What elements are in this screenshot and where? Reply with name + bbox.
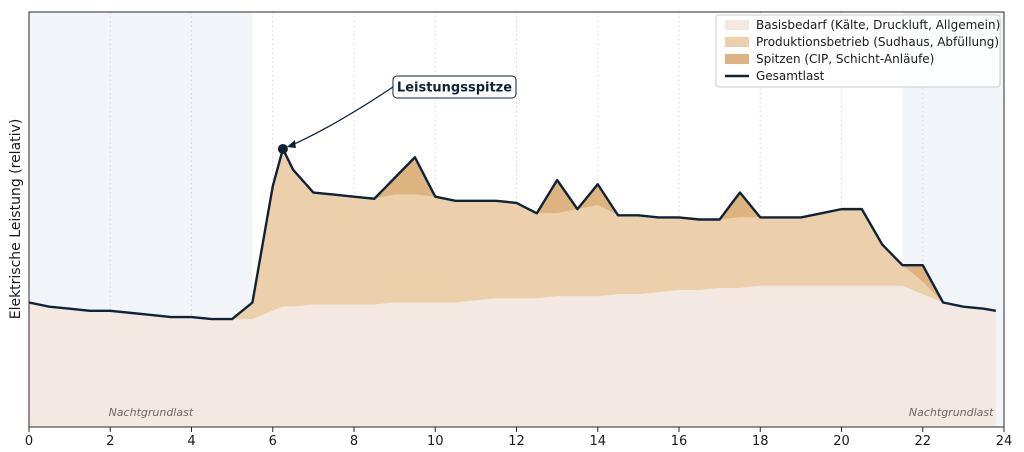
legend-swatch [725, 37, 749, 47]
annotation-layer: Nachtgrundlast Nachtgrundlast Leistungsspi… [109, 75, 994, 419]
legend-entry: Produktionsbetrieb (Sudhaus, Abfüllung) [756, 35, 999, 49]
x-tick-label: 20 [833, 434, 850, 449]
peak-marker [277, 143, 288, 154]
legend-entry: Spitzen (CIP, Schicht-Anläufe) [756, 52, 934, 66]
area-series-1 [29, 148, 996, 320]
x-tick-label: 12 [508, 434, 525, 449]
stacked-area-layer [29, 148, 996, 427]
peak-arrow-head [286, 139, 296, 148]
x-tick-label: 8 [350, 434, 358, 449]
legend: Basisbedarf (Kälte, Druckluft, Allgemein… [715, 14, 1001, 88]
legend-box [715, 14, 1001, 88]
x-tick-label: 6 [269, 434, 277, 449]
peak-arrow [289, 86, 394, 147]
x-tick-label: 18 [752, 434, 769, 449]
peak-label-box [392, 75, 517, 99]
x-tick-label: 22 [914, 434, 931, 449]
x-tick-label: 14 [589, 434, 606, 449]
total-line-layer [28, 147, 997, 321]
x-tick-label: 24 [996, 434, 1013, 449]
x-tick-label: 16 [671, 434, 688, 449]
legend-swatch [725, 20, 749, 30]
peak-label: Leistungsspitze [397, 81, 512, 96]
x-tick-label: 10 [427, 434, 444, 449]
area-series-0 [29, 285, 996, 427]
legend-entry: Gesamtlast [756, 69, 825, 83]
total-load-line [28, 147, 997, 321]
night-label-1: Nachtgrundlast [909, 406, 994, 419]
legend-entry: Basisbedarf (Kälte, Druckluft, Allgemein… [756, 18, 1000, 32]
x-tick-label: 4 [187, 434, 195, 449]
x-axis: 0 2 4 6 8 10 12 14 16 18 20 22 24 [25, 427, 1012, 449]
y-axis-label: Elektrische Leistung (relativ) [8, 119, 24, 320]
x-tick-label: 0 [25, 434, 33, 449]
night-label-0: Nachtgrundlast [109, 406, 194, 419]
legend-swatch [725, 54, 749, 64]
x-tick-label: 2 [106, 434, 114, 449]
